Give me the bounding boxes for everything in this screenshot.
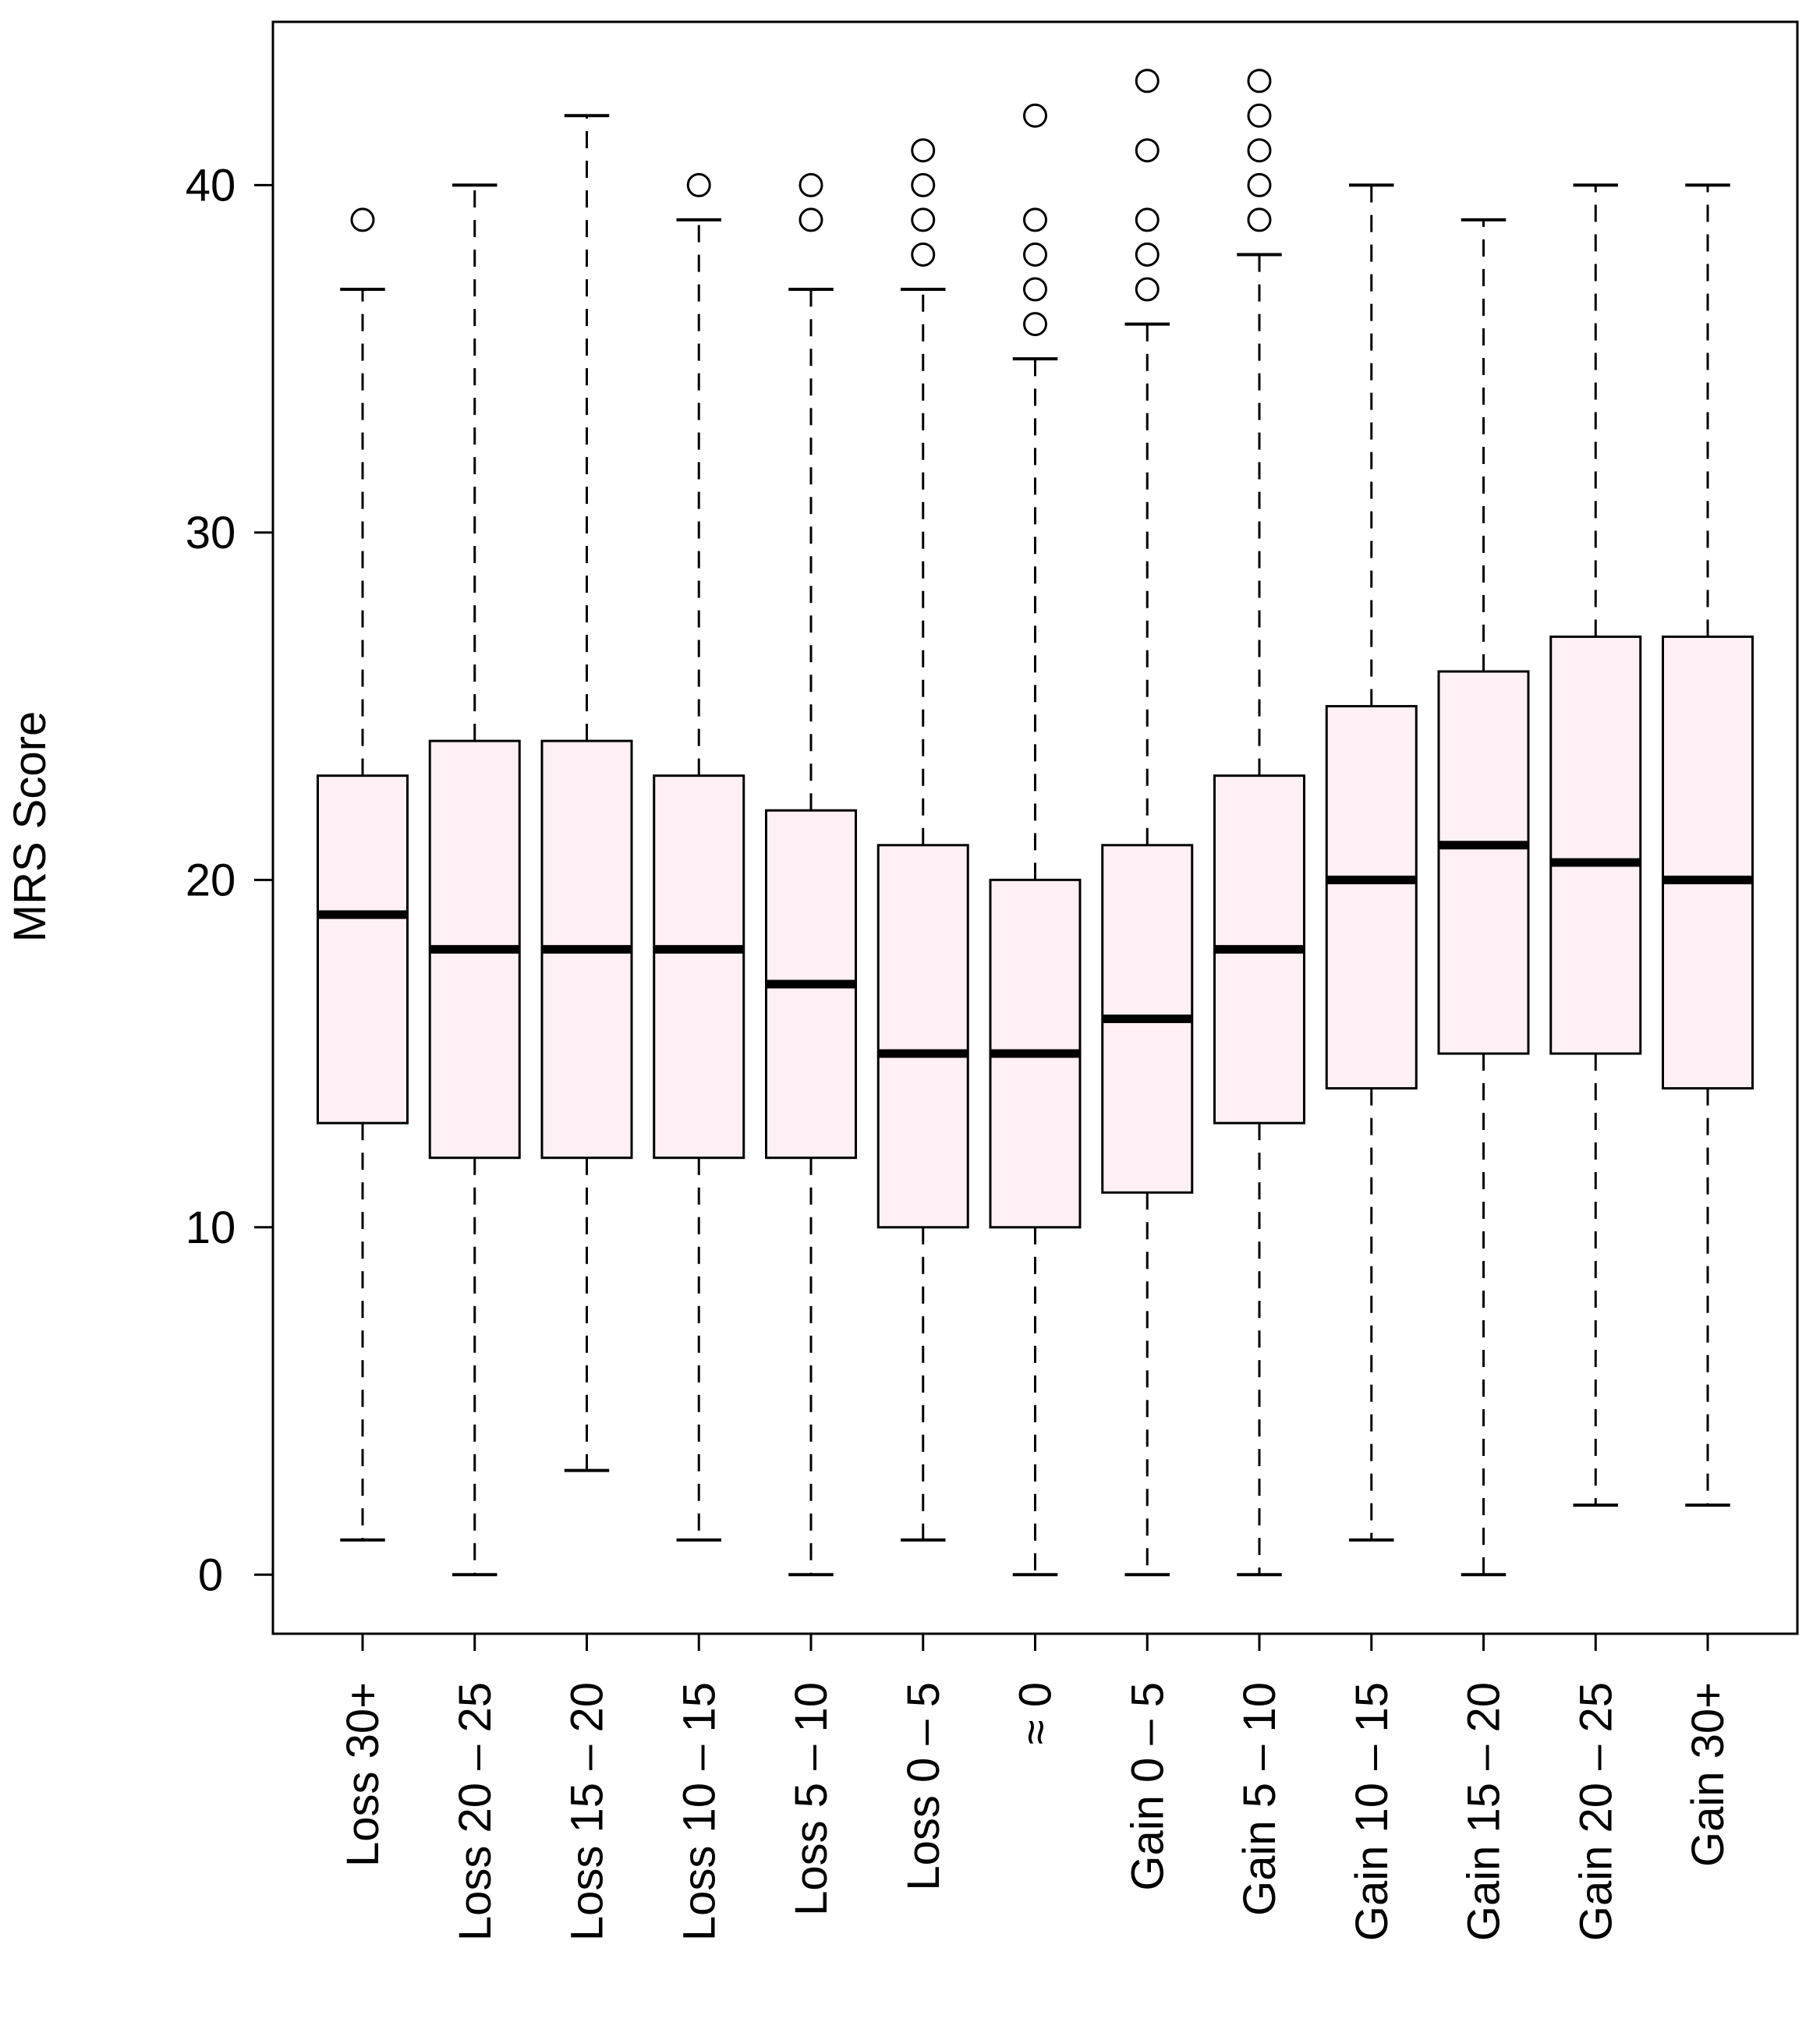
outlier-point: [798, 207, 823, 232]
box-iqr: [876, 844, 969, 1229]
box-iqr: [1437, 670, 1530, 1055]
box-iqr: [317, 774, 409, 1125]
box-iqr: [1549, 635, 1642, 1055]
outlier-point: [1023, 277, 1047, 302]
x-tick-label: Loss 0 – 5: [898, 1682, 949, 1891]
outlier-point: [798, 172, 823, 197]
x-tick-label: Loss 15 – 20: [562, 1682, 613, 1941]
outlier-point: [1135, 138, 1160, 163]
outlier-point: [911, 242, 936, 267]
outlier-point: [911, 207, 936, 232]
x-tick-label: Gain 10 – 15: [1347, 1682, 1397, 1941]
outlier-point: [1135, 207, 1160, 232]
outlier-point: [911, 138, 936, 163]
outlier-point: [1023, 312, 1047, 337]
x-tick-label: Gain 15 – 20: [1459, 1682, 1510, 1941]
y-tick-label: 20: [186, 855, 236, 905]
box-iqr: [1662, 635, 1754, 1090]
outlier-point: [1135, 277, 1160, 302]
y-tick-label: 30: [186, 508, 236, 558]
x-tick-label: Loss 10 – 15: [674, 1682, 724, 1941]
x-tick-label: Gain 20 – 25: [1570, 1682, 1621, 1941]
x-tick-label: Gain 30+: [1683, 1682, 1733, 1867]
outlier-point: [350, 207, 375, 232]
box-iqr: [653, 774, 745, 1160]
outlier-point: [1023, 103, 1047, 128]
x-tick-label: Loss 30+: [338, 1682, 388, 1867]
outlier-point: [1247, 138, 1272, 163]
outlier-point: [1247, 172, 1272, 197]
outlier-point: [1135, 69, 1160, 94]
outlier-point: [911, 172, 936, 197]
outlier-point: [1023, 207, 1047, 232]
outlier-point: [1023, 242, 1047, 267]
x-tick-label: Loss 5 – 10: [786, 1682, 837, 1916]
outlier-point: [686, 172, 711, 197]
outlier-point: [1247, 207, 1272, 232]
outlier-point: [1247, 69, 1272, 94]
y-axis-title: MRS Score: [5, 711, 55, 943]
x-tick-label: ≈ 0: [1011, 1682, 1061, 1744]
y-tick-label: 0: [198, 1550, 223, 1600]
x-tick-label: Loss 20 – 25: [450, 1682, 501, 1941]
x-tick-label: Gain 0 – 5: [1122, 1682, 1173, 1891]
box-iqr: [1325, 705, 1418, 1090]
y-tick-label: 40: [186, 160, 236, 211]
x-tick-label: Gain 5 – 10: [1234, 1682, 1285, 1916]
outlier-point: [1135, 242, 1160, 267]
y-tick-label: 10: [186, 1202, 236, 1253]
outlier-point: [1247, 103, 1272, 128]
